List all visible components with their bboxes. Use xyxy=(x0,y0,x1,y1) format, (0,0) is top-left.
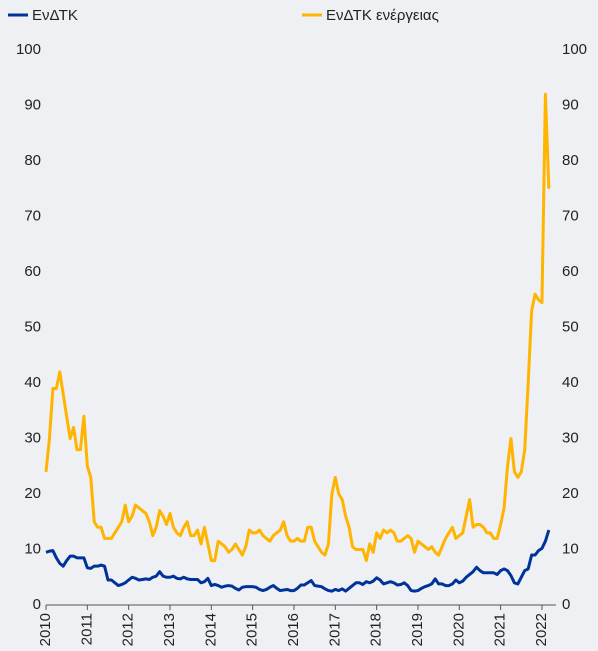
y2-tick-label: 40 xyxy=(562,374,579,391)
x-tick-label: 2011 xyxy=(78,613,95,645)
y-tick-label: 50 xyxy=(24,318,41,335)
series-line xyxy=(45,529,551,593)
x-tick-label: 2010 xyxy=(37,613,54,646)
x-tick-label: 2021 xyxy=(492,613,509,646)
y2-tick-label: 80 xyxy=(562,152,579,169)
y2-tick-label: 50 xyxy=(562,318,579,335)
y-tick-label: 100 xyxy=(16,41,41,58)
y-tick-label: 90 xyxy=(24,96,41,113)
legend-label: ΕνΔΤΚ ενέργειας xyxy=(326,7,439,24)
y-tick-label: 0 xyxy=(33,596,41,613)
y-tick-label: 30 xyxy=(24,429,41,446)
y2-tick-label: 70 xyxy=(562,207,579,224)
x-tick-label: 2017 xyxy=(326,613,343,646)
y-tick-label: 70 xyxy=(24,207,41,224)
y2-tick-label: 20 xyxy=(562,485,579,502)
y2-tick-label: 30 xyxy=(562,429,579,446)
y2-tick-label: 60 xyxy=(562,263,579,280)
y-tick-label: 60 xyxy=(24,263,41,280)
y2-tick-label: 0 xyxy=(562,596,570,613)
y2-tick-label: 100 xyxy=(562,41,587,58)
y2-tick-label: 10 xyxy=(562,540,579,557)
x-tick-label: 2018 xyxy=(368,613,385,646)
x-tick-label: 2012 xyxy=(120,613,137,646)
legend-label: ΕνΔΤΚ xyxy=(32,7,78,24)
x-tick-label: 2013 xyxy=(161,613,178,646)
y-tick-label: 10 xyxy=(24,540,41,557)
series-line xyxy=(44,92,551,563)
x-tick-label: 2020 xyxy=(450,613,467,646)
y2-tick-label: 90 xyxy=(562,96,579,113)
x-tick-label: 2022 xyxy=(533,613,550,646)
y-tick-label: 40 xyxy=(24,374,41,391)
x-tick-label: 2016 xyxy=(285,613,302,646)
y-tick-label: 20 xyxy=(24,485,41,502)
x-tick-label: 2019 xyxy=(409,613,426,646)
x-tick-label: 2015 xyxy=(244,613,261,646)
x-tick-label: 2014 xyxy=(202,613,219,646)
y-tick-label: 80 xyxy=(24,152,41,169)
